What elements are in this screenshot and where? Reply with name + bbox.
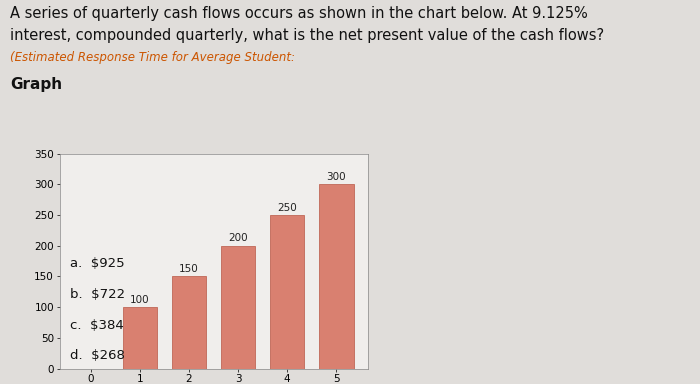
Text: (Estimated Response Time for Average Student:: (Estimated Response Time for Average Stu…: [10, 51, 300, 64]
Bar: [172, 276, 206, 369]
Text: 100: 100: [130, 295, 150, 305]
Text: 250: 250: [277, 203, 297, 213]
Bar: [319, 184, 354, 369]
Text: a.  $925: a. $925: [70, 257, 125, 270]
Bar: [270, 215, 304, 369]
Text: c.  $384: c. $384: [70, 319, 124, 332]
Text: A series of quarterly cash flows occurs as shown in the chart below. At 9.125%: A series of quarterly cash flows occurs …: [10, 6, 588, 21]
Text: 300: 300: [326, 172, 346, 182]
Text: b.  $722: b. $722: [70, 288, 125, 301]
Bar: [221, 246, 255, 369]
Text: 200: 200: [228, 233, 248, 243]
Text: Graph: Graph: [10, 77, 62, 92]
Bar: [122, 307, 157, 369]
Text: interest, compounded quarterly, what is the net present value of the cash flows?: interest, compounded quarterly, what is …: [10, 28, 605, 43]
Text: d.  $268: d. $268: [70, 349, 125, 362]
Text: 150: 150: [179, 264, 199, 274]
